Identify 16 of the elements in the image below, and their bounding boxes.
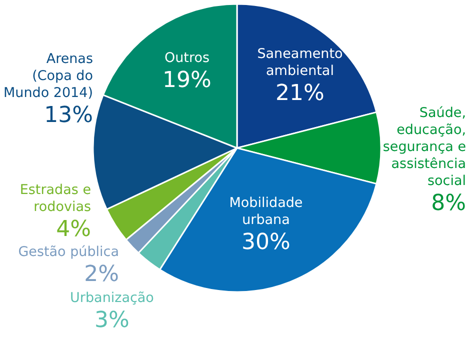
slice-label: Gestão pública xyxy=(18,244,119,260)
slice-label: Urbanização xyxy=(70,290,154,306)
slice-label: Saúde, educação, segurança e assistência social xyxy=(382,105,466,189)
slice-label: Mobilidade urbana xyxy=(229,195,303,228)
data-label: 30% xyxy=(242,230,290,255)
slice-label: Arenas (Copa do Mundo 2014) xyxy=(3,51,93,101)
data-label: 2% xyxy=(84,262,119,287)
slice-label: Outros xyxy=(164,50,210,66)
data-label: 4% xyxy=(56,217,91,242)
slice-label: Estradas e rodovias xyxy=(20,182,91,215)
data-label: 21% xyxy=(276,81,324,106)
data-label: 13% xyxy=(44,103,93,128)
data-label: 8% xyxy=(431,191,466,216)
data-label: 3% xyxy=(94,308,130,333)
data-label: 19% xyxy=(162,68,212,93)
slice-label: Saneamento ambiental xyxy=(257,46,343,79)
